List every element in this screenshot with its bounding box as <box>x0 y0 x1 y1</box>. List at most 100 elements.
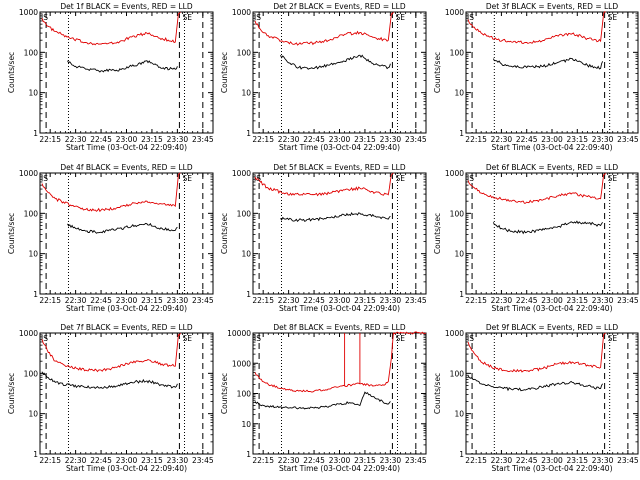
lld-rate-line <box>467 332 606 373</box>
events-rate-line <box>67 60 178 73</box>
y-axis-label: Counts/sec <box>433 52 442 93</box>
x-axis-label: Start Time (03-Oct-04 22:09:40) <box>66 143 187 152</box>
y-tick-label: 1 <box>246 450 251 459</box>
y-tick-label: 10 <box>454 250 464 259</box>
panel-title: Det 3f BLACK = Events, RED = LLD <box>486 2 619 11</box>
x-tick-label: 22:15 <box>465 135 487 144</box>
x-tick-label: 23:30 <box>167 135 189 144</box>
y-tick-label: 100 <box>24 369 39 378</box>
x-tick-label: 22:30 <box>491 456 513 465</box>
x-tick-label: 23:45 <box>192 296 214 305</box>
panel-title: Det 7f BLACK = Events, RED = LLD <box>60 323 193 332</box>
x-tick-label: 22:15 <box>252 456 274 465</box>
y-tick-label: 1000 <box>445 169 464 178</box>
plot-frame <box>465 172 639 295</box>
corner-label-left: IS <box>254 13 261 22</box>
x-tick-label: 23:15 <box>354 296 376 305</box>
x-tick-label: 22:45 <box>516 456 538 465</box>
x-tick-label: 22:45 <box>303 456 325 465</box>
x-tick-label: 22:15 <box>465 456 487 465</box>
events-rate-line <box>467 374 603 392</box>
events-rate-line <box>492 220 603 235</box>
x-tick-label: 22:45 <box>303 296 325 305</box>
y-tick-label: 10 <box>28 89 38 98</box>
events-rate-line <box>254 391 391 410</box>
y-axis-label: Counts/sec <box>7 52 16 93</box>
y-tick-label: 10 <box>241 420 251 429</box>
panel-title: Det 8f BLACK = Events, RED = LLD <box>273 323 406 332</box>
events-rate-line <box>41 371 178 390</box>
x-tick-label: 23:45 <box>617 135 639 144</box>
x-tick-label: 23:00 <box>541 296 563 305</box>
x-axis-label: Start Time (03-Oct-04 22:09:40) <box>279 304 400 313</box>
x-tick-label: 23:30 <box>167 296 189 305</box>
events-rate-line <box>492 57 604 70</box>
panel-title: Det 5f BLACK = Events, RED = LLD <box>273 163 406 172</box>
x-tick-label: 23:30 <box>380 456 402 465</box>
x-tick-label: 23:45 <box>405 135 427 144</box>
x-tick-label: 23:15 <box>354 135 376 144</box>
plot-frame <box>252 332 427 455</box>
x-tick-label: 23:15 <box>141 135 163 144</box>
x-tick-label: 23:00 <box>116 296 138 305</box>
events-rate-line <box>280 211 391 222</box>
corner-label-left: IS <box>41 174 48 183</box>
lld-rate-line <box>41 172 181 213</box>
corner-label-left: IS <box>467 13 474 22</box>
x-tick-label: 23:00 <box>329 296 351 305</box>
y-tick-label: 10 <box>454 410 464 419</box>
y-axis-label: Counts/sec <box>7 373 16 414</box>
panel-2: Det 2f BLACK = Events, RED = LLD 1 10 100 10… <box>220 2 427 152</box>
x-axis-label: Start Time (03-Oct-04 22:09:40) <box>279 464 400 473</box>
x-axis-label: Start Time (03-Oct-04 22:09:40) <box>491 464 612 473</box>
plot-frame <box>252 11 427 134</box>
y-tick-label: 1 <box>246 129 251 138</box>
x-tick-label: 22:45 <box>303 135 325 144</box>
x-tick-label: 22:15 <box>39 456 61 465</box>
corner-label-right: SE <box>182 174 192 183</box>
x-axis-label: Start Time (03-Oct-04 22:09:40) <box>279 143 400 152</box>
y-tick-label: 100 <box>450 369 465 378</box>
y-tick-label: 100 <box>237 209 252 218</box>
x-tick-label: 23:00 <box>116 456 138 465</box>
corner-label-right: SE <box>395 334 405 343</box>
x-tick-label: 22:15 <box>252 135 274 144</box>
x-tick-label: 23:45 <box>617 296 639 305</box>
y-axis-label: Counts/sec <box>220 373 229 414</box>
x-tick-label: 23:45 <box>192 456 214 465</box>
x-tick-label: 23:45 <box>405 296 427 305</box>
panel-8: Det 8f BLACK = Events, RED = LLD 1 10 100 10… <box>220 323 427 473</box>
y-axis-label: Counts/sec <box>433 213 442 254</box>
panel-6: Det 6f BLACK = Events, RED = LLD 1 10 100 10… <box>433 163 639 313</box>
x-axis-label: Start Time (03-Oct-04 22:09:40) <box>491 143 612 152</box>
events-rate-line <box>67 222 178 234</box>
lld-rate-line <box>41 11 181 46</box>
panel-9: Det 9f BLACK = Events, RED = LLD 1 10 100 10… <box>433 323 639 473</box>
corner-label-right: SE <box>608 174 618 183</box>
x-tick-label: 23:30 <box>592 296 614 305</box>
y-tick-label: 1 <box>459 450 464 459</box>
corner-label-right: SE <box>608 13 618 22</box>
y-tick-label: 1000 <box>232 359 251 368</box>
x-tick-label: 23:00 <box>116 135 138 144</box>
x-tick-label: 23:45 <box>405 456 427 465</box>
lld-rate-line <box>254 172 394 197</box>
x-tick-label: 22:15 <box>252 296 274 305</box>
y-tick-label: 1000 <box>19 169 38 178</box>
x-tick-label: 23:45 <box>192 135 214 144</box>
x-tick-label: 22:30 <box>278 456 300 465</box>
x-tick-label: 23:00 <box>329 456 351 465</box>
lld-rate-line <box>467 11 606 44</box>
y-tick-label: 100 <box>450 48 465 57</box>
panel-1: Det 1f BLACK = Events, RED = LLD 1 10 100 10… <box>7 2 214 152</box>
y-axis-label: Counts/sec <box>433 373 442 414</box>
x-tick-label: 22:15 <box>39 135 61 144</box>
y-tick-label: 1000 <box>19 8 38 17</box>
x-tick-label: 22:30 <box>491 135 513 144</box>
plot-frame <box>39 11 214 134</box>
y-axis-label: Counts/sec <box>7 213 16 254</box>
corner-label-right: SE <box>182 13 192 22</box>
y-tick-label: 10000 <box>227 329 251 338</box>
corner-label-left: IS <box>467 174 474 183</box>
